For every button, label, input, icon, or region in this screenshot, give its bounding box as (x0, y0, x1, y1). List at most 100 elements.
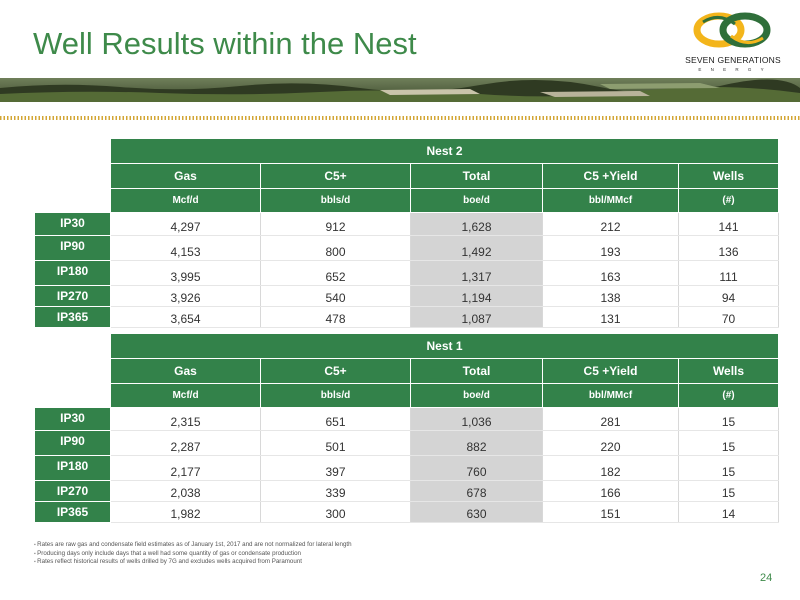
table-row: IP180 3,995 652 1,317 163 111 (34, 260, 779, 286)
total-cell: 1,492 (410, 235, 543, 261)
row-label: IP180 (34, 260, 111, 286)
c5-cell: 540 (260, 285, 411, 307)
gas-cell: 3,995 (110, 260, 261, 286)
wells-cell: 70 (678, 306, 779, 328)
unit-header: (#) (678, 188, 779, 213)
unit-header: bbl/MMcf (542, 188, 679, 213)
column-header: C5+ (260, 163, 411, 189)
yield-cell: 138 (542, 285, 679, 307)
total-cell: 1,036 (410, 407, 543, 431)
page-title: Well Results within the Nest (33, 26, 417, 61)
row-label: IP270 (34, 480, 111, 502)
yield-cell: 151 (542, 501, 679, 523)
table-row: IP180 2,177 397 760 182 15 (34, 455, 779, 481)
yield-cell: 193 (542, 235, 679, 261)
row-label: IP270 (34, 285, 111, 307)
company-logo: SEVEN GENERATIONS E N E R G Y (683, 8, 783, 74)
logo-mark-icon (693, 12, 771, 48)
table-row: IP270 2,038 339 678 166 15 (34, 480, 779, 502)
column-header: C5 +Yield (542, 358, 679, 384)
page-number: 24 (760, 572, 773, 584)
nest-2-table: Nest 2 Gas C5+ Total C5 +Yield Wells Mcf… (34, 138, 779, 328)
row-label: IP90 (34, 235, 111, 261)
yield-cell: 182 (542, 455, 679, 481)
gas-cell: 1,982 (110, 501, 261, 523)
unit-header: boe/d (410, 188, 543, 213)
row-label: IP30 (34, 407, 111, 431)
c5-cell: 652 (260, 260, 411, 286)
unit-header: boe/d (410, 383, 543, 408)
unit-header: (#) (678, 383, 779, 408)
c5-cell: 397 (260, 455, 411, 481)
table-row: IP90 2,287 501 882 220 15 (34, 430, 779, 456)
wells-cell: 15 (678, 480, 779, 502)
wells-cell: 111 (678, 260, 779, 286)
wells-cell: 15 (678, 430, 779, 456)
row-label: IP365 (34, 306, 111, 328)
total-cell: 1,087 (410, 306, 543, 328)
column-header: Total (410, 163, 543, 189)
column-header: Wells (678, 358, 779, 384)
c5-cell: 800 (260, 235, 411, 261)
column-header: Total (410, 358, 543, 384)
c5-cell: 478 (260, 306, 411, 328)
unit-header: bbls/d (260, 188, 411, 213)
gas-cell: 2,315 (110, 407, 261, 431)
total-cell: 760 (410, 455, 543, 481)
yield-cell: 281 (542, 407, 679, 431)
c5-cell: 339 (260, 480, 411, 502)
dotted-divider (0, 116, 800, 120)
gas-cell: 4,297 (110, 212, 261, 236)
table-row: IP30 4,297 912 1,628 212 141 (34, 212, 779, 236)
unit-header: Mcf/d (110, 188, 261, 213)
wells-cell: 94 (678, 285, 779, 307)
table-row: IP270 3,926 540 1,194 138 94 (34, 285, 779, 307)
wells-cell: 14 (678, 501, 779, 523)
row-label: IP90 (34, 430, 111, 456)
table-title: Nest 2 (110, 138, 779, 164)
gas-cell: 3,654 (110, 306, 261, 328)
total-cell: 882 (410, 430, 543, 456)
gas-cell: 2,177 (110, 455, 261, 481)
gas-cell: 3,926 (110, 285, 261, 307)
footnotes: Rates are raw gas and condensate field e… (34, 541, 352, 567)
footnote: Rates reflect historical results of well… (34, 558, 352, 567)
column-header: Gas (110, 358, 261, 384)
yield-cell: 163 (542, 260, 679, 286)
total-cell: 678 (410, 480, 543, 502)
gas-cell: 4,153 (110, 235, 261, 261)
unit-header: bbls/d (260, 383, 411, 408)
total-cell: 1,194 (410, 285, 543, 307)
column-header: Gas (110, 163, 261, 189)
c5-cell: 912 (260, 212, 411, 236)
yield-cell: 212 (542, 212, 679, 236)
yield-cell: 131 (542, 306, 679, 328)
c5-cell: 501 (260, 430, 411, 456)
yield-cell: 220 (542, 430, 679, 456)
total-cell: 1,317 (410, 260, 543, 286)
row-label: IP365 (34, 501, 111, 523)
c5-cell: 651 (260, 407, 411, 431)
column-header: Wells (678, 163, 779, 189)
column-header: C5 +Yield (542, 163, 679, 189)
table-row: IP365 1,982 300 630 151 14 (34, 501, 779, 523)
total-cell: 1,628 (410, 212, 543, 236)
landscape-banner (0, 78, 800, 102)
c5-cell: 300 (260, 501, 411, 523)
wells-cell: 15 (678, 407, 779, 431)
table-row: IP30 2,315 651 1,036 281 15 (34, 407, 779, 431)
gas-cell: 2,287 (110, 430, 261, 456)
wells-cell: 141 (678, 212, 779, 236)
logo-subtitle: E N E R G Y (698, 67, 768, 72)
unit-header: Mcf/d (110, 383, 261, 408)
row-label: IP180 (34, 455, 111, 481)
column-header: C5+ (260, 358, 411, 384)
yield-cell: 166 (542, 480, 679, 502)
logo-name: SEVEN GENERATIONS (685, 55, 781, 65)
wells-cell: 15 (678, 455, 779, 481)
total-cell: 630 (410, 501, 543, 523)
nest-1-table: Nest 1 Gas C5+ Total C5 +Yield Wells Mcf… (34, 333, 779, 523)
unit-header: bbl/MMcf (542, 383, 679, 408)
wells-cell: 136 (678, 235, 779, 261)
row-label: IP30 (34, 212, 111, 236)
